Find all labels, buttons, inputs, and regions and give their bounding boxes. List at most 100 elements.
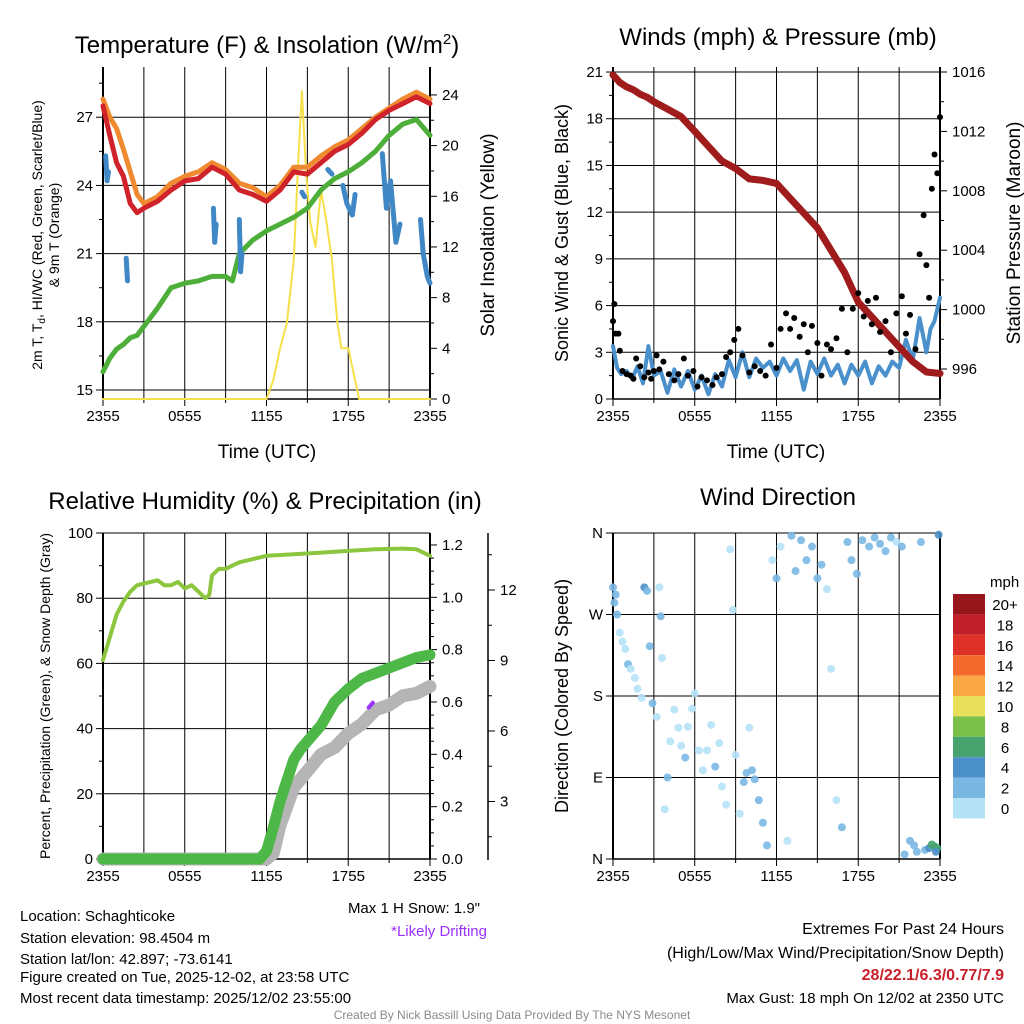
wind-direction-point xyxy=(892,538,901,547)
gust-point xyxy=(916,251,923,258)
gust-point xyxy=(877,329,884,336)
snow-tick-label: 12 xyxy=(500,582,517,599)
gust-point xyxy=(849,305,856,312)
temp-2m-line xyxy=(100,94,433,216)
wind-direction-point xyxy=(633,684,642,693)
gust-point xyxy=(787,325,794,332)
gust-point xyxy=(665,371,672,378)
wind-direction-panel: Wind Direction Direction (Colored By Spe… xyxy=(552,484,1019,885)
drifting-marker xyxy=(366,700,375,710)
insolation-tick-label: 0 xyxy=(442,391,450,408)
precip-tick-label: 1.0 xyxy=(442,589,463,606)
x-tick-label: 1755 xyxy=(332,408,365,425)
colorbar-label: 6 xyxy=(1001,740,1009,757)
gust-point xyxy=(823,341,830,348)
gust-point xyxy=(920,212,927,219)
x-tick-label: 1155 xyxy=(760,868,792,885)
x-tick-label: 1755 xyxy=(842,408,875,425)
wind-direction-point xyxy=(912,847,921,856)
gust-point xyxy=(768,341,775,348)
gust-point xyxy=(773,364,780,371)
temperature-xlabel: Time (UTC) xyxy=(218,442,317,463)
colorbar-swatch xyxy=(953,675,985,696)
colorbar-swatch xyxy=(953,757,985,778)
wind-direction-point xyxy=(615,628,624,637)
gust-point xyxy=(653,352,660,359)
colorbar-label: 8 xyxy=(1001,719,1009,736)
precip-tick-label: 0.6 xyxy=(442,694,463,711)
gust-point xyxy=(872,294,879,301)
gust-point xyxy=(719,371,725,378)
x-tick-label: 2355 xyxy=(86,868,119,885)
wind-direction-point xyxy=(688,704,697,713)
insolation-tick-label: 8 xyxy=(442,290,450,307)
pressure-tick-label: 1000 xyxy=(952,302,985,319)
y-tick-label: 27 xyxy=(76,109,93,126)
x-tick-label: 2355 xyxy=(923,408,956,425)
max-gust-text: Max Gust: 18 mph On 12/02 at 2350 UTC xyxy=(726,990,1004,1007)
wind-direction-point xyxy=(813,574,822,583)
heat-index-windchill-segment xyxy=(103,153,111,184)
wind-direction-point xyxy=(722,800,731,809)
heat-index-windchill-segment xyxy=(210,205,219,245)
colorbar-swatch xyxy=(953,696,985,717)
temperature-title: Temperature (F) & Insolation (W/m2) xyxy=(75,31,459,59)
wind-direction-point xyxy=(772,574,781,583)
wind-direction-point xyxy=(791,567,800,576)
wind-direction-point xyxy=(881,547,890,556)
pressure-tick-label: 1016 xyxy=(952,64,985,81)
y-tick-label: S xyxy=(593,688,603,705)
gust-point xyxy=(898,293,905,300)
heat-index-windchill-segment xyxy=(236,217,245,275)
y-tick-label: 18 xyxy=(76,314,93,331)
gust-point xyxy=(887,349,894,356)
wind-direction-point xyxy=(787,531,796,540)
gust-point xyxy=(615,330,622,337)
gust-point xyxy=(808,322,815,329)
colorbar-swatch xyxy=(953,777,985,798)
heat-index-windchill-segment xyxy=(325,167,335,177)
gust-point xyxy=(680,355,687,362)
gust-point xyxy=(902,330,909,337)
gust-point xyxy=(804,349,811,356)
gust-point xyxy=(694,383,701,390)
wind-direction-point xyxy=(876,539,885,548)
colorbar-swatch xyxy=(953,716,985,737)
footer: Location: Schaghticoke Station elevation… xyxy=(20,908,1004,1022)
heat-index-windchill-segment xyxy=(418,217,433,286)
gust-point xyxy=(709,381,716,388)
wind-direction-point xyxy=(660,805,669,814)
gust-point xyxy=(757,367,764,374)
extremes-legend: (High/Low/Max Wind/Precipitation/Snow De… xyxy=(667,945,1004,962)
wind-direction-title: Wind Direction xyxy=(700,484,856,511)
wind-direction-point xyxy=(726,545,735,554)
y-tick-label: 0 xyxy=(85,851,93,868)
wind-direction-point xyxy=(611,590,620,599)
gust-point xyxy=(630,375,637,382)
recent-data-text: Most recent data timestamp: 2025/12/02 2… xyxy=(20,990,351,1007)
wind-direction-point xyxy=(827,664,835,673)
y-tick-label: 60 xyxy=(76,655,93,672)
heat-index-windchill-segment xyxy=(379,151,403,245)
wind-direction-point xyxy=(610,598,619,607)
wind-speed-line xyxy=(611,295,942,397)
x-tick-label: 2355 xyxy=(86,408,119,425)
latlon-text: Station lat/lon: 42.897; -73.6141 xyxy=(20,951,233,968)
wind-direction-point xyxy=(865,542,874,551)
extremes-values: 28/22.1/6.3/0.77/7.9 xyxy=(862,967,1004,984)
pressure-tick-label: 1012 xyxy=(952,123,985,140)
gust-point xyxy=(648,375,655,382)
wind-direction-point xyxy=(735,809,744,818)
wind-direction-point xyxy=(847,556,856,565)
precipitation-line xyxy=(97,649,436,865)
gust-point xyxy=(723,353,730,360)
snow-tick-label: 6 xyxy=(500,723,508,740)
wind-direction-point xyxy=(656,612,665,621)
precip-tick-label: 0.0 xyxy=(442,851,463,868)
colorbar-swatch xyxy=(953,798,985,819)
precip-tick-label: 0.4 xyxy=(442,746,463,763)
wind-direction-point xyxy=(750,775,759,784)
wind-direction-point xyxy=(776,542,785,551)
pressure-tick-label: 1004 xyxy=(952,242,985,259)
